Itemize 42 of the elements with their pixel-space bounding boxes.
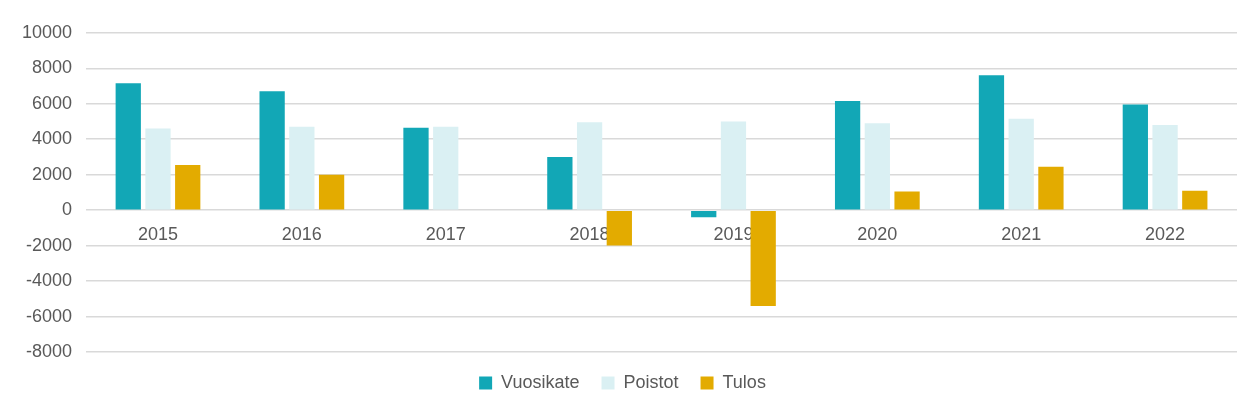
y-tick-label: -8000 [26, 340, 73, 361]
bar [894, 191, 920, 210]
x-tick-label: 2022 [1145, 223, 1186, 244]
bar [1008, 118, 1034, 210]
bar [433, 126, 459, 210]
y-tick-label: -6000 [26, 305, 73, 326]
y-tick-label: 8000 [32, 57, 73, 78]
y-tick-label: 2000 [32, 163, 73, 184]
bar [259, 91, 285, 210]
bar [318, 174, 345, 210]
legend-label: Tulos [722, 371, 766, 392]
y-tick-label: 10000 [21, 21, 73, 42]
y-tick-label: 4000 [32, 128, 73, 149]
bar [547, 156, 573, 210]
bar [576, 122, 603, 210]
y-tick-label: 6000 [32, 92, 73, 113]
bar [691, 210, 717, 218]
bar [175, 164, 201, 210]
x-tick-label: 2020 [857, 223, 898, 244]
bar [1182, 190, 1208, 210]
bar [720, 121, 747, 210]
bar [834, 101, 861, 210]
bar [606, 210, 632, 246]
bar [750, 210, 776, 306]
bar [978, 75, 1005, 210]
legend-label: Poistot [623, 371, 679, 392]
bar [403, 127, 429, 210]
x-tick-label: 2016 [281, 223, 322, 244]
bar [115, 83, 141, 210]
bar [1038, 166, 1064, 210]
y-tick-label: -4000 [26, 270, 73, 291]
legend-label: Vuosikate [501, 371, 580, 392]
y-tick-label: -2000 [26, 234, 73, 255]
x-tick-label: 2021 [1001, 223, 1042, 244]
bar [145, 128, 171, 210]
bar [1152, 125, 1178, 210]
y-tick-label: 0 [62, 199, 73, 220]
bar [1122, 104, 1148, 210]
bar [864, 123, 890, 210]
x-tick-label: 2015 [137, 223, 179, 244]
bar [289, 126, 315, 210]
x-tick-label: 2017 [425, 223, 466, 244]
